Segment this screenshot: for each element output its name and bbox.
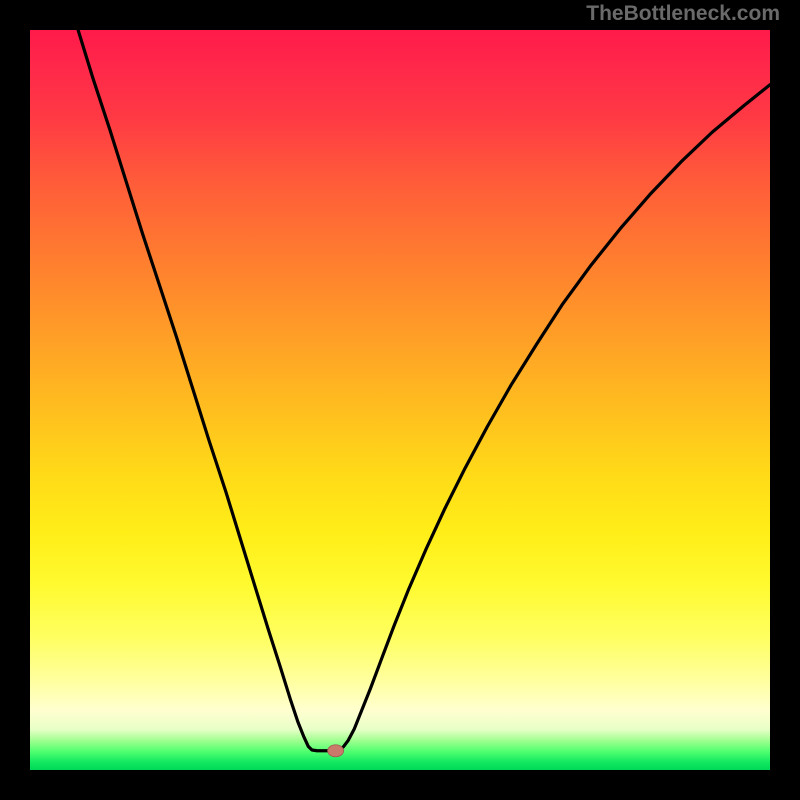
optimal-marker	[328, 745, 344, 757]
gradient-background	[30, 30, 770, 770]
plot-svg	[30, 30, 770, 770]
plot-area	[30, 30, 770, 770]
watermark-text: TheBottleneck.com	[586, 2, 780, 26]
chart-container: TheBottleneck.com	[0, 0, 800, 800]
